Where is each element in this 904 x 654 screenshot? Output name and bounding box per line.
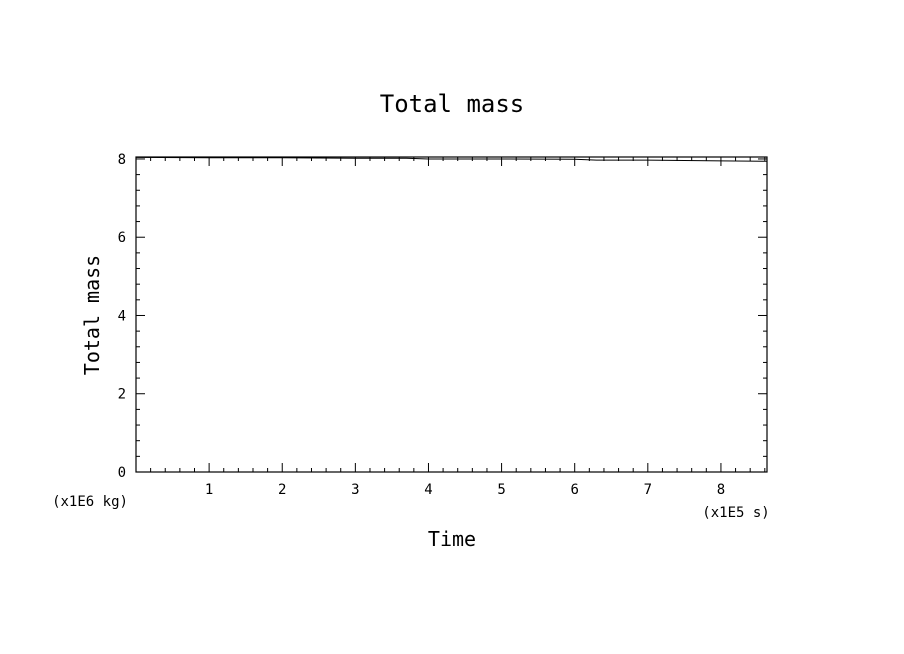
x-axis-label: Time xyxy=(428,527,476,551)
x-tick-labels: 1 2 3 4 5 6 7 8 xyxy=(205,482,725,498)
y-tick-label: 4 xyxy=(118,308,126,324)
y-tick-labels: 0 2 4 6 8 xyxy=(118,152,126,481)
x-tick-label: 1 xyxy=(205,482,213,498)
x-tick-label: 7 xyxy=(644,482,652,498)
major-ticks xyxy=(136,157,767,473)
x-tick-label: 2 xyxy=(278,482,286,498)
minor-ticks xyxy=(136,157,767,472)
y-tick-label: 8 xyxy=(118,152,126,168)
x-tick-label: 8 xyxy=(717,482,725,498)
y-tick-label: 6 xyxy=(118,230,126,246)
x-tick-label: 6 xyxy=(570,482,578,498)
x-tick-label: 3 xyxy=(351,482,359,498)
series-line xyxy=(135,156,768,162)
x-tick-label: 4 xyxy=(424,482,432,498)
y-tick-label: 2 xyxy=(118,387,126,403)
x-tick-label: 5 xyxy=(497,482,505,498)
y-tick-label: 0 xyxy=(118,465,126,481)
y-axis-label: Total mass xyxy=(80,255,104,375)
plot-frame xyxy=(135,156,768,473)
x-unit-label: (x1E5 s) xyxy=(702,505,769,521)
y-unit-label: (x1E6 kg) xyxy=(52,494,128,510)
chart-title: Total mass xyxy=(380,90,525,118)
